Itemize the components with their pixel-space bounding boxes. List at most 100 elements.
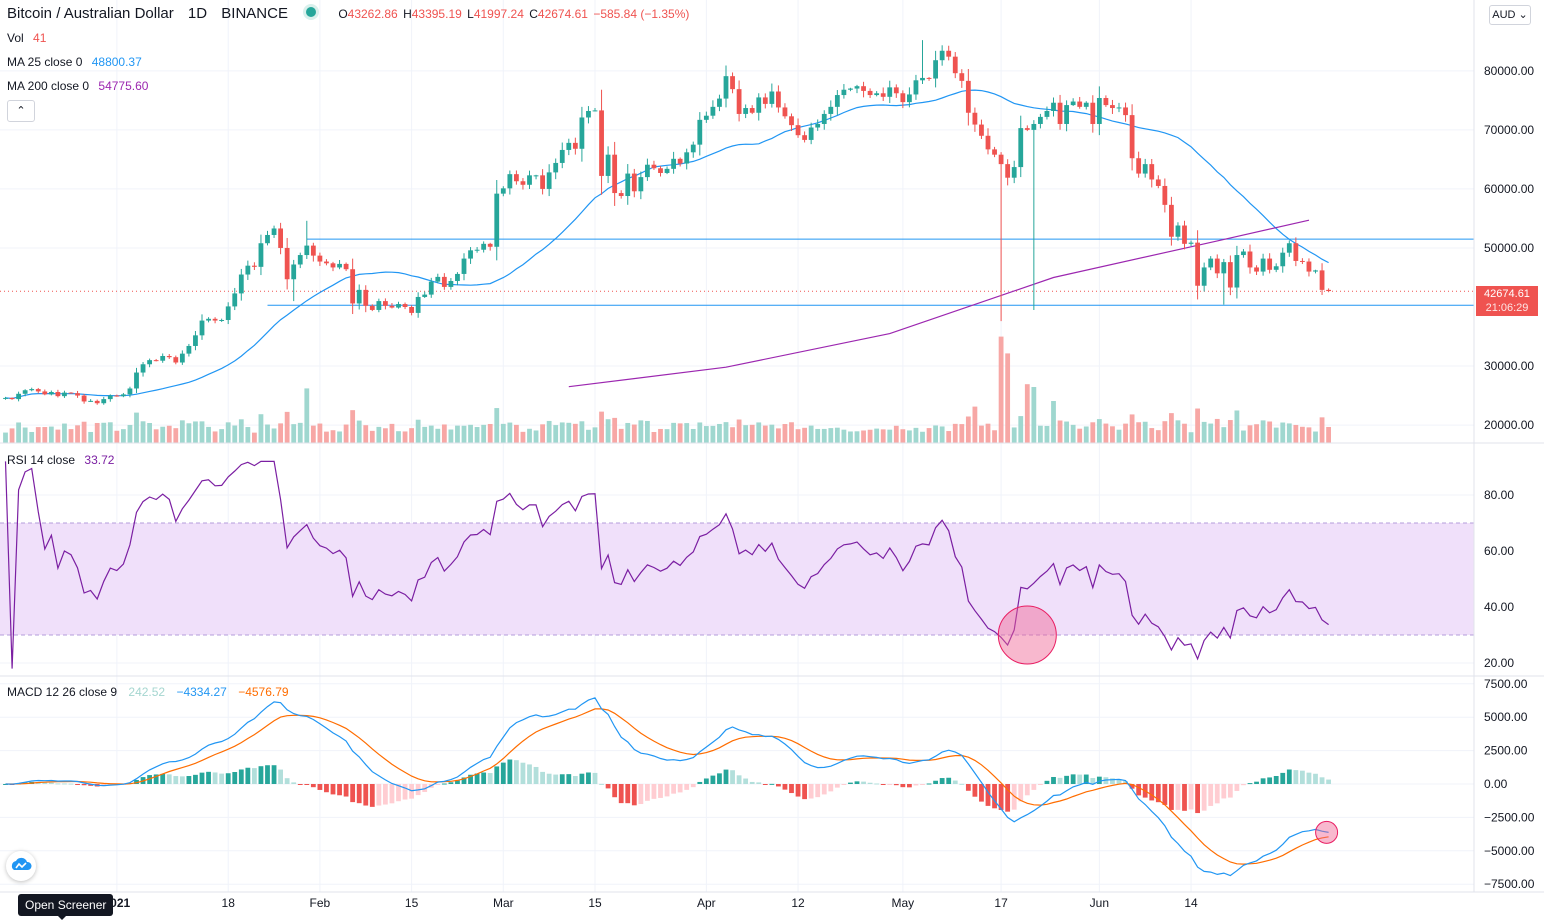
candle-body bbox=[1169, 204, 1174, 237]
volume-bar bbox=[638, 420, 644, 443]
macd-hist-bar bbox=[1057, 777, 1063, 784]
price-axis-label: 70000.00 bbox=[1484, 123, 1534, 137]
macd-hist-bar bbox=[572, 776, 578, 784]
collapse-legend-button[interactable]: ⌃ bbox=[7, 100, 35, 122]
ohlc-values: O43262.86 H43395.19 L41997.24 C42674.61 … bbox=[338, 7, 691, 21]
macd-hist-bar bbox=[907, 784, 912, 788]
macd-hist-bar bbox=[258, 766, 264, 784]
volume-bar bbox=[1103, 423, 1109, 443]
volume-bar bbox=[304, 388, 310, 443]
macd-hist-bar bbox=[75, 784, 80, 785]
candle-body bbox=[1024, 128, 1030, 130]
macd-axis-label: −5000.00 bbox=[1484, 844, 1535, 858]
candle-body bbox=[1306, 261, 1312, 272]
macd-hist-bar bbox=[324, 784, 329, 793]
volume-bar bbox=[861, 430, 866, 443]
candle-body bbox=[1162, 185, 1168, 205]
chevron-up-icon: ⌃ bbox=[16, 105, 26, 117]
volume-bar bbox=[258, 414, 264, 443]
last-price-tag: 42674.61 21:06:29 bbox=[1476, 286, 1538, 316]
candle-body bbox=[350, 269, 356, 304]
time-axis-label: 15 bbox=[405, 896, 419, 910]
candle-body bbox=[762, 97, 768, 104]
volume-bar bbox=[1116, 429, 1122, 443]
volume-legend[interactable]: Vol 41 bbox=[7, 31, 48, 45]
macd-hist-bar bbox=[1136, 784, 1142, 796]
candle-body bbox=[481, 243, 487, 250]
volume-bar bbox=[396, 431, 401, 443]
macd-hist-bar bbox=[1208, 784, 1214, 806]
volume-bar bbox=[389, 423, 395, 443]
volume-bar bbox=[363, 425, 369, 443]
rsi-legend[interactable]: RSI 14 close 33.72 bbox=[7, 453, 116, 467]
macd-hist-bar bbox=[592, 772, 598, 784]
candle-body bbox=[579, 117, 585, 149]
candle-body bbox=[173, 357, 179, 363]
macd-hist-bar bbox=[520, 762, 526, 784]
candle-body bbox=[232, 293, 238, 307]
macd-hist-bar bbox=[1214, 784, 1220, 804]
volume-bar bbox=[952, 423, 958, 443]
tradingview-logo-button[interactable] bbox=[6, 851, 36, 881]
candle-body bbox=[422, 294, 428, 297]
macd-label: MACD 12 26 close 9 bbox=[7, 685, 118, 699]
volume-bar bbox=[1018, 416, 1024, 443]
candle-body bbox=[1326, 289, 1331, 292]
candle-body bbox=[468, 250, 473, 259]
candle-body bbox=[94, 400, 100, 404]
candle-body bbox=[736, 89, 742, 114]
volume-bar bbox=[887, 429, 893, 443]
macd-hist-bar bbox=[225, 773, 231, 784]
volume-bar bbox=[409, 428, 414, 443]
macd-hist-bar bbox=[1149, 784, 1155, 801]
ma25-legend[interactable]: MA 25 close 0 48800.37 bbox=[7, 55, 144, 69]
macd-hist-bar bbox=[409, 784, 414, 799]
candle-body bbox=[252, 265, 257, 267]
macd-hist-bar bbox=[887, 784, 893, 785]
candle-body bbox=[946, 50, 952, 57]
candle-body bbox=[356, 289, 362, 304]
symbol-legend[interactable]: Bitcoin / Australian Dollar 1D BINANCE O… bbox=[7, 5, 693, 22]
macd-hist-bar bbox=[173, 776, 179, 784]
candle-body bbox=[114, 395, 120, 397]
candle-body bbox=[1129, 115, 1135, 159]
volume-bar bbox=[514, 424, 519, 443]
candle-body bbox=[533, 175, 539, 177]
volume-bar bbox=[1038, 425, 1043, 443]
macd-hist-bar bbox=[435, 784, 441, 785]
currency-selector[interactable]: AUD ⌄ bbox=[1489, 5, 1531, 25]
candle-body bbox=[808, 127, 814, 140]
candle-body bbox=[631, 173, 637, 192]
volume-bar bbox=[1011, 427, 1017, 443]
macd-hist-bar bbox=[81, 784, 87, 786]
macd-hist-bar bbox=[219, 773, 225, 784]
candle-body bbox=[225, 306, 231, 320]
macd-hist-bar bbox=[376, 784, 382, 806]
volume-bar bbox=[579, 421, 585, 443]
volume-bar bbox=[415, 419, 421, 443]
currency-label: AUD bbox=[1492, 9, 1516, 21]
volume-bar bbox=[815, 428, 821, 443]
candle-body bbox=[212, 318, 218, 321]
candle-body bbox=[1103, 97, 1109, 106]
candle-body bbox=[553, 162, 559, 173]
volume-bar bbox=[343, 424, 349, 443]
volume-bar bbox=[920, 431, 925, 443]
exchange: BINANCE bbox=[221, 5, 288, 22]
volume-bar bbox=[114, 430, 120, 443]
candle-body bbox=[998, 154, 1004, 165]
macd-hist-value: 242.52 bbox=[128, 685, 166, 699]
candle-body bbox=[776, 91, 781, 108]
screener-tooltip[interactable]: Open Screener bbox=[18, 894, 114, 920]
volume-bar bbox=[265, 424, 270, 443]
volume-bar bbox=[684, 423, 690, 443]
macd-hist-bar bbox=[762, 784, 768, 785]
volume-bar bbox=[81, 421, 87, 443]
candle-body bbox=[1227, 262, 1233, 288]
macd-legend[interactable]: MACD 12 26 close 9 242.52 −4334.27 −4576… bbox=[7, 685, 291, 699]
candle-body bbox=[153, 360, 159, 362]
volume-bar bbox=[350, 410, 356, 443]
macd-hist-bar bbox=[658, 784, 663, 798]
ma200-legend[interactable]: MA 200 close 0 54775.60 bbox=[7, 79, 150, 93]
